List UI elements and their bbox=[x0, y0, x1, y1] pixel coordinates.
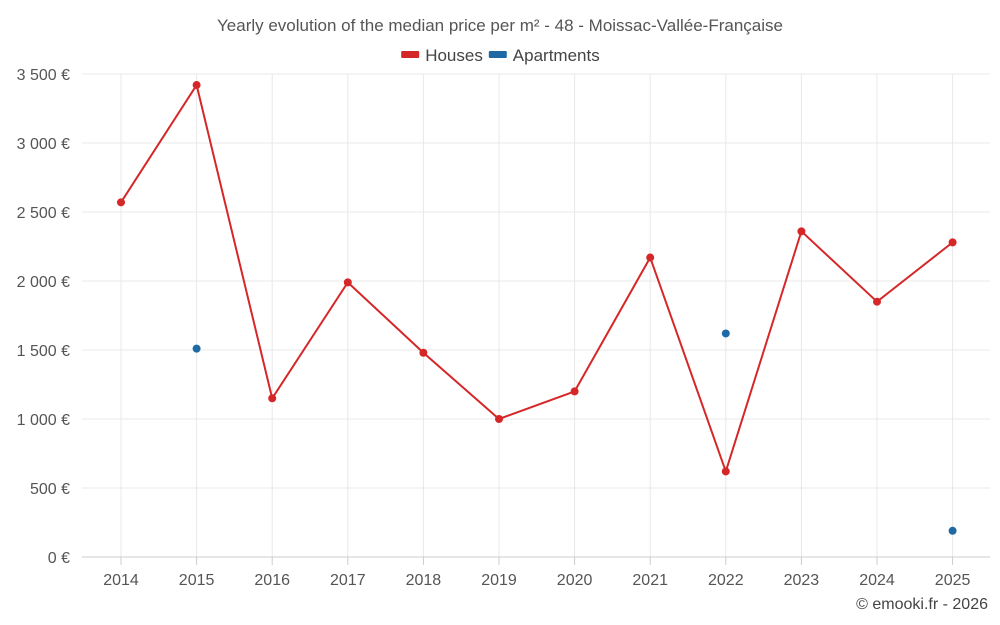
y-tick-label: 0 € bbox=[48, 550, 70, 567]
houses-data-point bbox=[646, 253, 655, 262]
houses-data-point bbox=[495, 415, 503, 423]
credit-label: © emooki.fr - 2026 bbox=[856, 596, 988, 613]
y-tick-label: 3 500 € bbox=[17, 67, 70, 84]
houses-data-point bbox=[117, 198, 125, 207]
series bbox=[117, 81, 957, 535]
legend-label-houses: Houses bbox=[425, 46, 483, 65]
houses-data-point bbox=[721, 467, 730, 476]
apartments-data-point bbox=[192, 344, 201, 353]
houses-data-point bbox=[192, 81, 201, 90]
x-tick-label: 2014 bbox=[103, 572, 139, 589]
houses-data-point bbox=[268, 394, 277, 403]
apartments-data-point bbox=[948, 526, 957, 535]
x-tick-label: 2017 bbox=[330, 572, 366, 589]
y-tick-label: 3 000 € bbox=[17, 136, 70, 153]
grid bbox=[82, 73, 990, 557]
houses-data-point bbox=[419, 348, 428, 357]
legend: Houses Apartments bbox=[401, 46, 600, 65]
x-tick-label: 2020 bbox=[557, 572, 593, 589]
x-tick-label: 2019 bbox=[481, 572, 517, 589]
apartments-data-point bbox=[721, 329, 730, 338]
houses-data-point bbox=[343, 278, 352, 287]
legend-swatch-apartments bbox=[488, 51, 507, 58]
x-tick-label: 2015 bbox=[179, 572, 215, 589]
legend-swatch-houses bbox=[401, 51, 420, 58]
y-tick-label: 1 000 € bbox=[17, 412, 70, 429]
axes: 0 € 500 € 1 000 € 1 500 € 2 000 € 2 500 € 3 00… bbox=[17, 67, 990, 589]
y-tick-label: 2 000 € bbox=[17, 274, 70, 291]
x-tick-label: 2024 bbox=[859, 572, 895, 589]
houses-data-point bbox=[948, 238, 957, 247]
x-tick-label: 2016 bbox=[254, 572, 290, 589]
houses-data-point bbox=[797, 227, 806, 236]
x-tick-label: 2025 bbox=[935, 572, 971, 589]
houses-series-line bbox=[120, 84, 954, 473]
chart-title: Yearly evolution of the median price per… bbox=[217, 16, 783, 35]
x-tick-label: 2022 bbox=[708, 572, 744, 589]
x-tick-label: 2018 bbox=[406, 572, 442, 589]
houses-data-point bbox=[873, 297, 881, 306]
houses-data-point bbox=[570, 387, 579, 396]
x-tick-label: 2023 bbox=[784, 572, 820, 589]
y-tick-label: 2 500 € bbox=[17, 205, 70, 222]
y-tick-label: 1 500 € bbox=[17, 343, 70, 360]
x-tick-label: 2021 bbox=[632, 572, 668, 589]
legend-label-apartments: Apartments bbox=[513, 46, 600, 65]
y-tick-label: 500 € bbox=[30, 481, 70, 498]
